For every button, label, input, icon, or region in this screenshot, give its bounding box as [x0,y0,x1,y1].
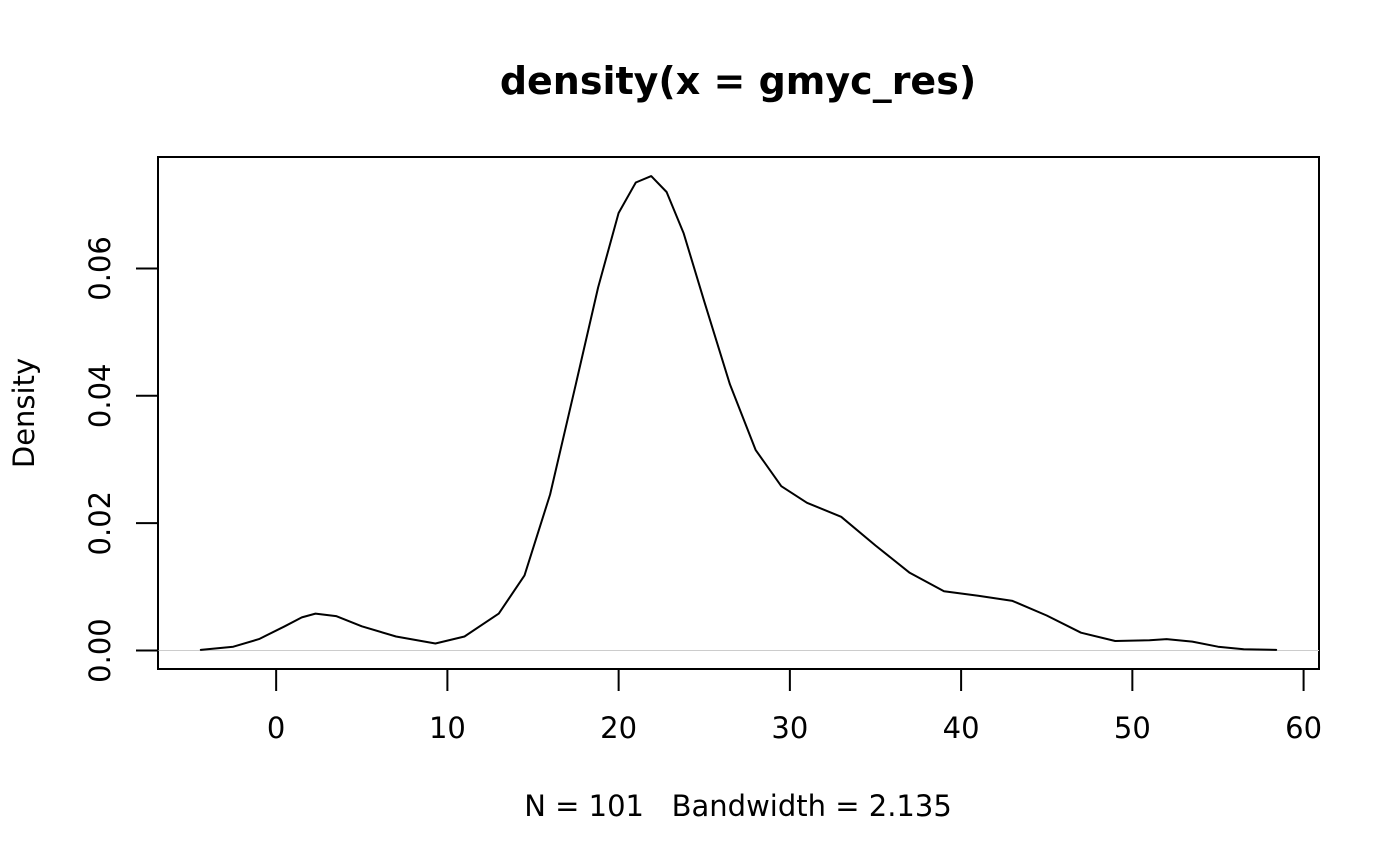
y-axis-label: Density [7,358,41,468]
y-axis: 0.00 0.02 0.04 0.06 [83,236,159,683]
density-curve [199,175,1278,651]
plot-frame [157,156,1320,670]
y-tick-label: 0.00 [83,618,117,683]
y-tick-label: 0.06 [83,236,117,301]
x-tick-label: 50 [1114,711,1151,745]
y-tick-label: 0.04 [83,364,117,429]
x-axis-label: N = 101 Bandwidth = 2.135 [524,789,952,823]
x-axis: 0 10 20 30 40 50 60 [267,668,1322,745]
x-tick-label: 10 [429,711,466,745]
x-tick-label: 40 [943,711,980,745]
x-tick-label: 0 [267,711,285,745]
x-tick-label: 30 [771,711,808,745]
x-tick-label: 60 [1285,711,1322,745]
y-tick-label: 0.02 [83,491,117,556]
x-tick-label: 20 [600,711,637,745]
chart-title: density(x = gmyc_res) [500,59,976,103]
